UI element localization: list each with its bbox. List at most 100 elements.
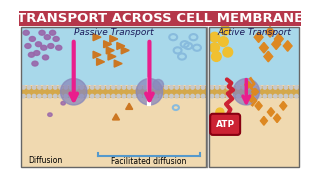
Circle shape	[223, 47, 233, 57]
Circle shape	[279, 94, 282, 98]
Ellipse shape	[50, 30, 56, 35]
Circle shape	[85, 94, 89, 98]
Circle shape	[274, 86, 277, 89]
Circle shape	[216, 108, 224, 116]
Polygon shape	[110, 35, 118, 42]
Circle shape	[143, 94, 147, 98]
Circle shape	[106, 86, 110, 89]
Circle shape	[295, 86, 298, 89]
Circle shape	[53, 94, 57, 98]
Circle shape	[289, 94, 293, 98]
Polygon shape	[260, 42, 268, 53]
Circle shape	[53, 86, 57, 89]
Circle shape	[226, 86, 229, 89]
Circle shape	[59, 94, 62, 98]
Polygon shape	[272, 39, 281, 50]
Circle shape	[279, 86, 282, 89]
Polygon shape	[112, 114, 119, 120]
Polygon shape	[126, 103, 133, 109]
Circle shape	[263, 86, 267, 89]
Circle shape	[242, 94, 245, 98]
Ellipse shape	[48, 44, 54, 48]
Polygon shape	[93, 51, 101, 58]
Circle shape	[191, 86, 194, 89]
Circle shape	[32, 94, 36, 98]
Circle shape	[60, 78, 87, 105]
Polygon shape	[104, 41, 112, 48]
Circle shape	[252, 86, 256, 89]
Circle shape	[85, 86, 89, 89]
Ellipse shape	[39, 30, 45, 35]
Polygon shape	[280, 102, 287, 110]
Circle shape	[210, 32, 220, 42]
Polygon shape	[283, 41, 292, 51]
Text: ATP: ATP	[216, 120, 235, 129]
Circle shape	[284, 94, 288, 98]
Circle shape	[221, 86, 224, 89]
Polygon shape	[108, 53, 116, 60]
Circle shape	[191, 94, 194, 98]
Circle shape	[106, 94, 110, 98]
Text: Facilitated diffusion: Facilitated diffusion	[111, 157, 187, 166]
Circle shape	[231, 86, 235, 89]
Polygon shape	[252, 88, 259, 95]
Circle shape	[117, 94, 120, 98]
Circle shape	[138, 94, 141, 98]
Circle shape	[127, 86, 131, 89]
Circle shape	[252, 94, 256, 98]
Circle shape	[236, 86, 240, 89]
Circle shape	[201, 94, 205, 98]
Circle shape	[242, 86, 245, 89]
Circle shape	[164, 86, 168, 89]
Circle shape	[212, 52, 221, 61]
Circle shape	[154, 86, 157, 89]
Bar	[209, 27, 299, 167]
Circle shape	[75, 86, 78, 89]
Circle shape	[210, 94, 214, 98]
Circle shape	[233, 78, 260, 105]
Bar	[21, 86, 206, 98]
Circle shape	[210, 43, 220, 53]
Circle shape	[274, 94, 277, 98]
Circle shape	[284, 86, 288, 89]
Circle shape	[80, 94, 84, 98]
Polygon shape	[117, 42, 125, 50]
Circle shape	[159, 86, 163, 89]
Polygon shape	[248, 95, 255, 102]
Circle shape	[122, 94, 126, 98]
Text: Active Transport: Active Transport	[217, 28, 291, 37]
Circle shape	[186, 94, 189, 98]
Circle shape	[43, 94, 46, 98]
Circle shape	[154, 94, 157, 98]
Circle shape	[175, 86, 179, 89]
Ellipse shape	[29, 37, 36, 41]
Circle shape	[247, 86, 251, 89]
Circle shape	[91, 86, 94, 89]
Polygon shape	[244, 81, 252, 88]
Polygon shape	[266, 27, 275, 37]
Circle shape	[258, 94, 261, 98]
Bar	[21, 27, 206, 85]
Polygon shape	[97, 58, 105, 65]
Ellipse shape	[43, 55, 49, 60]
Ellipse shape	[44, 35, 50, 40]
Circle shape	[96, 94, 99, 98]
Polygon shape	[93, 34, 101, 41]
Ellipse shape	[53, 37, 59, 41]
Ellipse shape	[34, 51, 40, 55]
Circle shape	[170, 86, 173, 89]
Circle shape	[231, 94, 235, 98]
Circle shape	[170, 94, 173, 98]
Ellipse shape	[23, 30, 29, 35]
Circle shape	[247, 94, 251, 98]
Bar	[209, 85, 299, 167]
FancyBboxPatch shape	[210, 114, 240, 135]
Circle shape	[268, 86, 272, 89]
Circle shape	[221, 94, 224, 98]
Circle shape	[80, 86, 84, 89]
Circle shape	[295, 94, 298, 98]
Circle shape	[38, 86, 41, 89]
Polygon shape	[275, 34, 283, 44]
Polygon shape	[264, 51, 273, 62]
Circle shape	[215, 94, 219, 98]
